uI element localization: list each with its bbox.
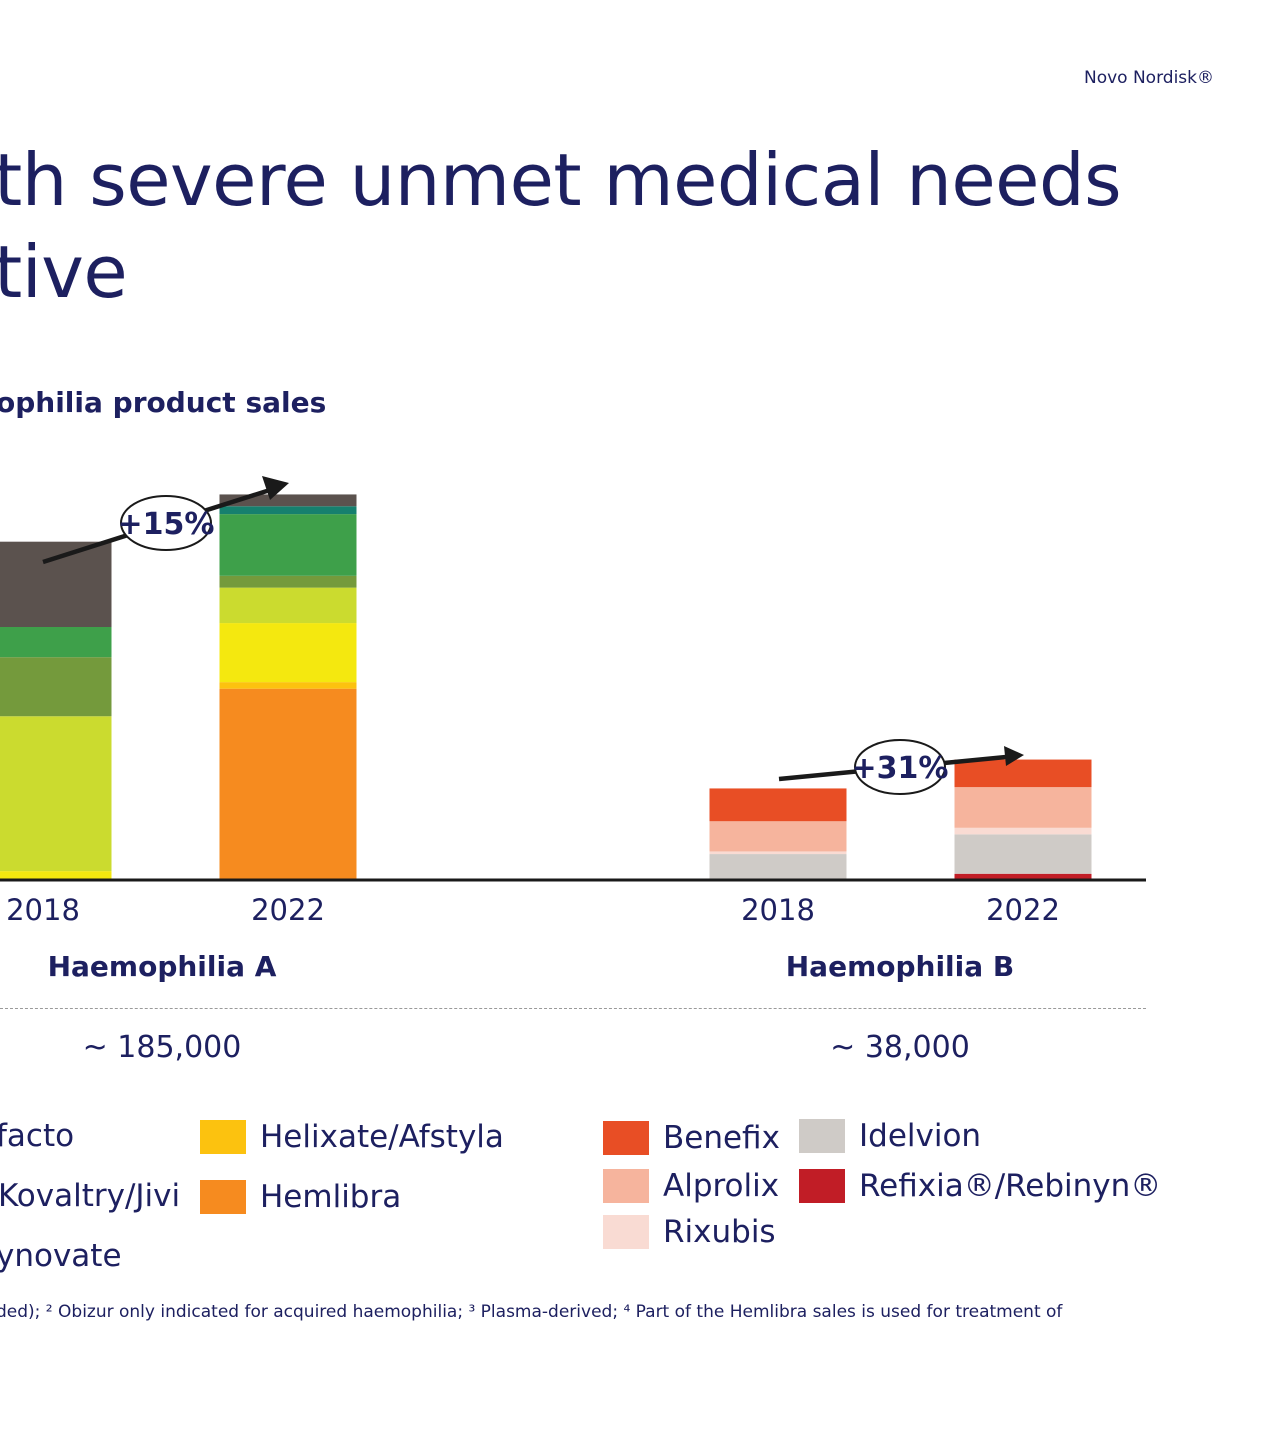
x-tick-label: 2018 [741,893,815,927]
legend-item-idelvion: Idelvion [799,1118,981,1154]
legend-item: ynovate [0,1238,122,1274]
chart-subtitle: ophilia product sales [0,386,327,419]
group-label-haemophilia-b: Haemophilia B [785,950,1015,983]
bar-segment [219,575,357,588]
bar-segment [219,623,357,683]
bar-segment [219,682,357,689]
legend-item: facto [0,1118,75,1154]
legend-swatch [200,1120,246,1154]
x-tick-label: 2022 [251,893,325,927]
page-title-line-1: th severe unmet medical needs [0,138,1122,222]
bar-segment [219,506,357,515]
bar-segment [954,834,1092,874]
bar-segment [0,627,112,658]
brand-logo-text: Novo Nordisk® [1083,68,1214,88]
bar-segment [0,541,112,627]
growth-arrow-a: +15% [42,476,289,565]
x-tick-label: 2018 [6,893,80,927]
bar-segment [0,657,112,717]
legend-swatch [603,1169,649,1203]
divider-line [0,1008,1146,1009]
stacked-bar-chart: +15% +31% [0,476,1146,882]
x-tick-label: 2022 [986,893,1060,927]
growth-arrow-b: +31% [778,739,1024,795]
legend-item-rixubis: Rixubis [603,1214,776,1250]
legend-item-hemlibra: Hemlibra [200,1179,401,1215]
bars-layer [0,494,1092,879]
bar-segment [709,788,847,822]
bar-segment [219,494,357,507]
growth-label-b: +31% [852,751,949,786]
bar-segment [954,759,1092,788]
bar-segment [709,821,847,852]
patients-haemophilia-b: ~ 38,000 [830,1030,970,1065]
legend-swatch [799,1119,845,1153]
bar-segment [954,827,1092,835]
bar-segment [954,873,1092,879]
growth-label-a: +15% [118,507,215,542]
page-title-line-2: tive [0,230,128,314]
bar-segment [219,688,357,879]
legend-swatch [603,1121,649,1155]
legend-item-benefix: Benefix [603,1120,780,1156]
bar-segment [0,871,112,879]
bar-segment [219,514,357,576]
bar-segment [709,854,847,879]
legend-item: Kovaltry/Jivi [0,1178,181,1214]
footnote: ded); ² Obizur only indicated for acquir… [0,1302,1063,1322]
patients-haemophilia-a: ~ 185,000 [82,1030,242,1065]
bar-segment [954,787,1092,828]
legend-swatch [200,1180,246,1214]
bar-segment [219,587,357,624]
bar-segment [0,716,112,872]
legend-swatch [603,1215,649,1249]
group-label-haemophilia-a: Haemophilia A [47,950,277,983]
legend-item-alprolix: Alprolix [603,1168,779,1204]
bar-segment [709,851,847,855]
legend-swatch [799,1169,845,1203]
legend-item-refixia: Refixia®/Rebinyn® [799,1168,1161,1204]
legend-item-helixate: Helixate/Afstyla [200,1119,504,1155]
